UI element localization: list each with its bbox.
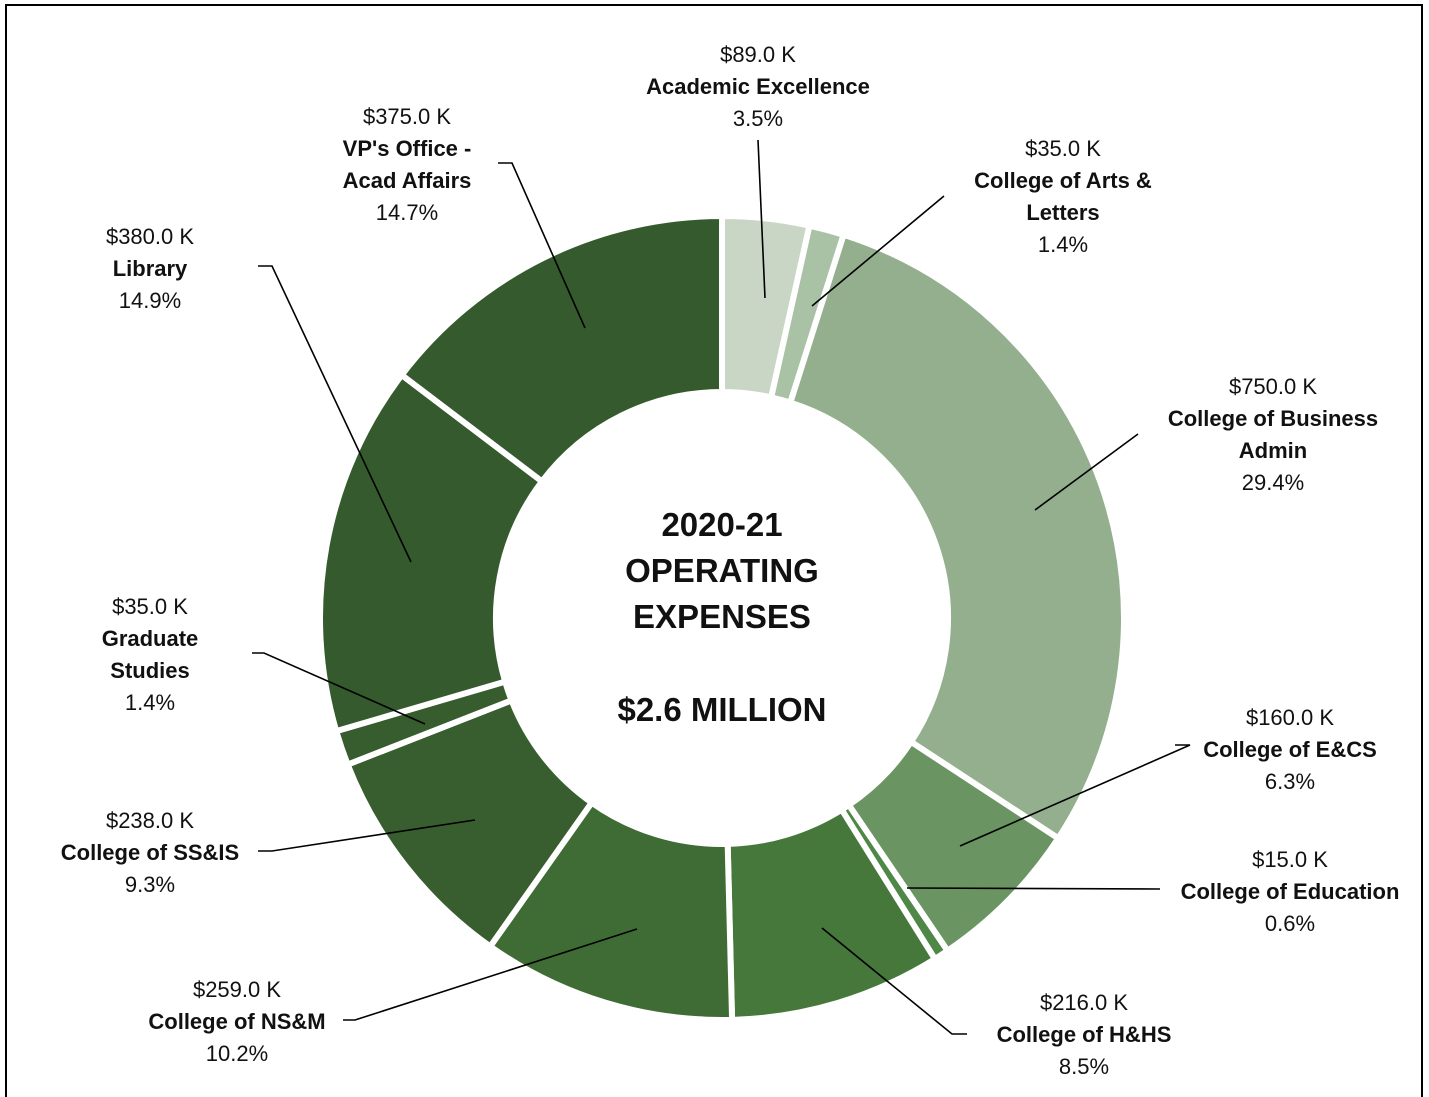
leader-line-8 — [252, 652, 426, 725]
slice-name-label-3-0: College of E&CS — [1203, 737, 1377, 762]
leader-line-3 — [959, 744, 1191, 847]
slice-amount-label-8: $35.0 K — [112, 594, 188, 619]
slice-amount-label-10: $375.0 K — [363, 104, 451, 129]
slice-percent-label-3: 6.3% — [1265, 769, 1315, 794]
slice-name-label-10-1: Acad Affairs — [343, 168, 472, 193]
leader-line-10 — [498, 162, 586, 329]
leader-line-1 — [811, 195, 945, 307]
chart-border — [5, 4, 1423, 1097]
slice-percent-label-2: 29.4% — [1242, 470, 1304, 495]
slice-amount-label-4: $15.0 K — [1252, 847, 1328, 872]
slice-amount-label-3: $160.0 K — [1246, 705, 1334, 730]
slice-amount-label-0: $89.0 K — [720, 42, 796, 67]
slice-name-label-0-0: Academic Excellence — [646, 74, 870, 99]
slice-10 — [397, 212, 725, 486]
leader-lines — [252, 139, 1191, 1035]
slice-amount-label-9: $380.0 K — [106, 224, 194, 249]
center-label: 2020-21 OPERATING EXPENSES $2.6 MILLION — [617, 506, 826, 728]
center-title-line-2: OPERATING — [625, 552, 819, 589]
slice-percent-label-10: 14.7% — [376, 200, 438, 225]
slice-name-label-1-0: College of Arts & — [974, 168, 1152, 193]
leader-line-2 — [1034, 433, 1139, 511]
slice-name-label-2-0: College of Business — [1168, 406, 1378, 431]
leader-line-5 — [821, 927, 967, 1035]
slice-percent-label-8: 1.4% — [125, 690, 175, 715]
slice-name-label-10-0: VP's Office - — [343, 136, 472, 161]
slice-labels: $89.0 K Academic Excellence 3.5% $35.0 K Col… — [61, 42, 1400, 1079]
slice-name-label-6-0: College of NS&M — [148, 1009, 325, 1034]
slice-percent-label-7: 9.3% — [125, 872, 175, 897]
slice-name-label-2-1: Admin — [1239, 438, 1307, 463]
leader-line-0 — [757, 139, 766, 299]
leader-line-9 — [258, 265, 412, 563]
center-title-line-1: 2020-21 — [661, 506, 782, 543]
slice-name-label-4-0: College of Education — [1181, 879, 1400, 904]
slice-2 — [786, 231, 1127, 843]
slice-percent-label-0: 3.5% — [733, 106, 783, 131]
slice-name-label-1-1: Letters — [1026, 200, 1099, 225]
leader-line-6 — [343, 928, 638, 1021]
slice-percent-label-9: 14.9% — [119, 288, 181, 313]
slice-amount-label-5: $216.0 K — [1040, 990, 1128, 1015]
slice-percent-label-4: 0.6% — [1265, 911, 1315, 936]
donut-slices — [317, 212, 1127, 1023]
leader-line-7 — [258, 819, 476, 852]
slice-percent-label-1: 1.4% — [1038, 232, 1088, 257]
slice-amount-label-1: $35.0 K — [1025, 136, 1101, 161]
slice-percent-label-5: 8.5% — [1059, 1054, 1109, 1079]
slice-name-label-8-1: Studies — [110, 658, 189, 683]
leader-line-4 — [906, 887, 1161, 890]
slice-percent-label-6: 10.2% — [206, 1041, 268, 1066]
slice-name-label-8-0: Graduate — [102, 626, 199, 651]
slice-amount-label-6: $259.0 K — [193, 977, 281, 1002]
slice-name-label-7-0: College of SS&IS — [61, 840, 239, 865]
slice-amount-label-7: $238.0 K — [106, 808, 194, 833]
slice-name-label-5-0: College of H&HS — [997, 1022, 1172, 1047]
center-title-line-3: EXPENSES — [633, 598, 811, 635]
center-total: $2.6 MILLION — [617, 691, 826, 728]
slice-amount-label-2: $750.0 K — [1229, 374, 1317, 399]
slice-name-label-9-0: Library — [113, 256, 188, 281]
slice-9 — [317, 370, 547, 735]
